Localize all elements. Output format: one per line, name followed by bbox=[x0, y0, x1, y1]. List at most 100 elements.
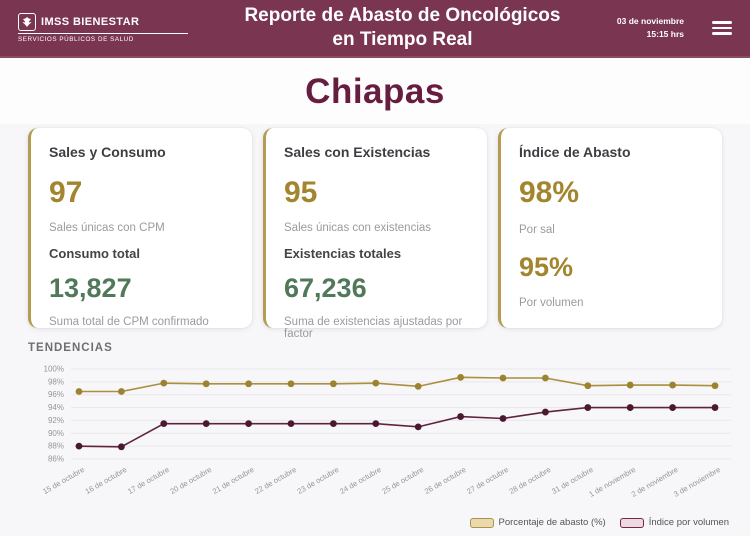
x-tick-label: 28 de octubre bbox=[508, 465, 553, 496]
card-secondary-value: 13,827 bbox=[49, 273, 132, 303]
card-sales-consumo: Sales y Consumo 97 Sales únicas con CPM … bbox=[28, 128, 252, 328]
data-point[interactable] bbox=[626, 404, 634, 411]
x-tick-label: 17 de octubre bbox=[126, 465, 171, 496]
card-secondary-value: 95% bbox=[519, 252, 574, 282]
data-point[interactable] bbox=[584, 382, 592, 390]
card-secondary-label: Suma de existencias ajustadas por factor bbox=[284, 316, 463, 340]
card-sales-existencias: Sales con Existencias 95 Sales únicas co… bbox=[263, 128, 487, 340]
data-point[interactable] bbox=[160, 420, 168, 428]
card-primary-label: Sales únicas con CPM bbox=[49, 222, 165, 234]
card-title: Índice de Abasto bbox=[519, 144, 631, 160]
logo-brand-text: IMSS BIENESTAR bbox=[41, 16, 140, 28]
card-primary-label: Sales únicas con existencias bbox=[284, 222, 432, 234]
y-tick-label: 92% bbox=[48, 416, 64, 425]
x-tick-label: 21 de octubre bbox=[211, 465, 256, 496]
x-tick-label: 20 de octubre bbox=[168, 465, 213, 496]
x-tick-label: 15 de octubre bbox=[41, 465, 86, 496]
report-title-line1: Reporte de Abasto de Oncológicos bbox=[244, 5, 561, 27]
data-point[interactable] bbox=[245, 420, 253, 428]
data-point[interactable] bbox=[414, 423, 422, 431]
data-point[interactable] bbox=[584, 404, 592, 411]
card-secondary-title: Existencias totales bbox=[284, 246, 402, 261]
legend-swatch-gold bbox=[469, 517, 494, 528]
y-tick-label: 88% bbox=[48, 442, 64, 451]
y-tick-label: 98% bbox=[48, 377, 64, 386]
card-title: Sales con Existencias bbox=[284, 144, 431, 160]
y-tick-label: 90% bbox=[48, 429, 64, 438]
x-tick-label: 27 de octubre bbox=[465, 465, 510, 496]
x-tick-label: 24 de octubre bbox=[338, 465, 383, 496]
legend-label: Índice por volumen bbox=[648, 517, 729, 528]
chart-canvas: 100% 98% 96% 94% 92% 90% 88% 86%15 de octubre16… bbox=[41, 365, 731, 499]
x-tick-label: 3 de noviembre bbox=[672, 465, 722, 499]
data-point[interactable] bbox=[118, 388, 125, 395]
eagle-icon bbox=[18, 13, 36, 31]
data-point[interactable] bbox=[372, 379, 380, 387]
data-point[interactable] bbox=[669, 404, 676, 411]
trends-section: TENDENCIAS 100% 98% 96% 94% 92% 90% 88% 86% 15 d… bbox=[15, 342, 735, 528]
data-point[interactable] bbox=[372, 420, 380, 428]
card-primary-value: 97 bbox=[49, 176, 83, 209]
data-point[interactable] bbox=[330, 420, 337, 428]
card-secondary-title: Consumo total bbox=[49, 246, 140, 261]
data-point[interactable] bbox=[457, 413, 464, 420]
x-tick-label: 22 de octubre bbox=[253, 465, 298, 496]
legend-item-porcentaje-abasto[interactable]: Porcentaje de abasto (%) bbox=[469, 517, 606, 528]
y-tick-label: 94% bbox=[48, 403, 64, 412]
y-tick-label: 86% bbox=[48, 455, 64, 464]
report-title-line2: en Tiempo Real bbox=[332, 29, 473, 50]
data-point[interactable] bbox=[542, 374, 549, 382]
data-point[interactable] bbox=[287, 380, 295, 388]
logo-subtitle-text: SERVICIOS PÚBLICOS DE SALUD bbox=[18, 36, 134, 43]
legend-item-indice-volumen[interactable]: Índice por volumen bbox=[619, 517, 729, 528]
card-primary-value: 98% bbox=[519, 176, 580, 209]
card-primary-value: 95 bbox=[284, 176, 318, 209]
data-point[interactable] bbox=[626, 381, 634, 389]
data-point[interactable] bbox=[75, 388, 83, 395]
card-secondary-label: Por volumen bbox=[519, 297, 584, 309]
data-point[interactable] bbox=[330, 380, 337, 388]
x-tick-label: 26 de octubre bbox=[423, 465, 468, 496]
card-indice-abasto: Índice de Abasto 98% Por sal 95% Por vol… bbox=[498, 128, 722, 328]
card-secondary-value: 67,236 bbox=[284, 273, 367, 303]
series-line bbox=[79, 376, 716, 393]
data-point[interactable] bbox=[202, 420, 210, 428]
series-line bbox=[78, 406, 715, 448]
data-point[interactable] bbox=[118, 443, 125, 451]
data-point[interactable] bbox=[711, 404, 719, 411]
card-secondary-label: Suma total de CPM confirmado bbox=[49, 316, 209, 328]
report-time: 15:15 hrs bbox=[646, 29, 684, 39]
x-tick-label: 16 de octubre bbox=[84, 465, 129, 496]
y-tick-label: 96% bbox=[48, 390, 64, 399]
imss-bienestar-logo: IMSS BIENESTAR SERVICIOS PÚBLICOS DE SAL… bbox=[18, 13, 188, 43]
data-point[interactable] bbox=[202, 380, 210, 388]
y-tick-label: 100% bbox=[44, 365, 64, 374]
report-title: Reporte de Abasto de Oncológicos en Tiem… bbox=[188, 4, 617, 52]
report-datetime: 03 de noviembre 15:15 hrs bbox=[617, 15, 684, 41]
trends-title: TENDENCIAS bbox=[28, 342, 113, 354]
data-point[interactable] bbox=[287, 420, 295, 428]
card-primary-label: Por sal bbox=[519, 224, 555, 236]
data-point[interactable] bbox=[414, 382, 422, 390]
data-point[interactable] bbox=[160, 379, 168, 387]
data-point[interactable] bbox=[711, 382, 719, 390]
legend-swatch-maroon bbox=[619, 517, 644, 528]
card-title: Sales y Consumo bbox=[49, 144, 166, 160]
app-header: IMSS BIENESTAR SERVICIOS PÚBLICOS DE SAL… bbox=[0, 0, 750, 58]
chart-legend: Porcentaje de abasto (%) Índice por volu… bbox=[15, 517, 729, 528]
data-point[interactable] bbox=[669, 381, 676, 389]
data-point[interactable] bbox=[75, 442, 83, 450]
data-point[interactable] bbox=[245, 380, 253, 388]
data-point[interactable] bbox=[542, 408, 549, 416]
x-tick-label: 2 de noviembre bbox=[630, 465, 680, 499]
legend-label: Porcentaje de abasto (%) bbox=[498, 517, 606, 528]
page-title: Chiapas bbox=[0, 58, 750, 124]
x-tick-label: 23 de octubre bbox=[296, 465, 341, 496]
menu-hamburger-icon[interactable] bbox=[712, 18, 732, 38]
data-point[interactable] bbox=[499, 374, 507, 382]
kpi-cards-row: Sales y Consumo 97 Sales únicas con CPM … bbox=[28, 128, 722, 340]
trends-line-chart: 100% 98% 96% 94% 92% 90% 88% 86% 15 de octubre 16… bbox=[15, 362, 735, 517]
data-point[interactable] bbox=[499, 415, 507, 422]
data-point[interactable] bbox=[457, 373, 464, 381]
x-tick-label: 25 de octubre bbox=[380, 465, 425, 496]
